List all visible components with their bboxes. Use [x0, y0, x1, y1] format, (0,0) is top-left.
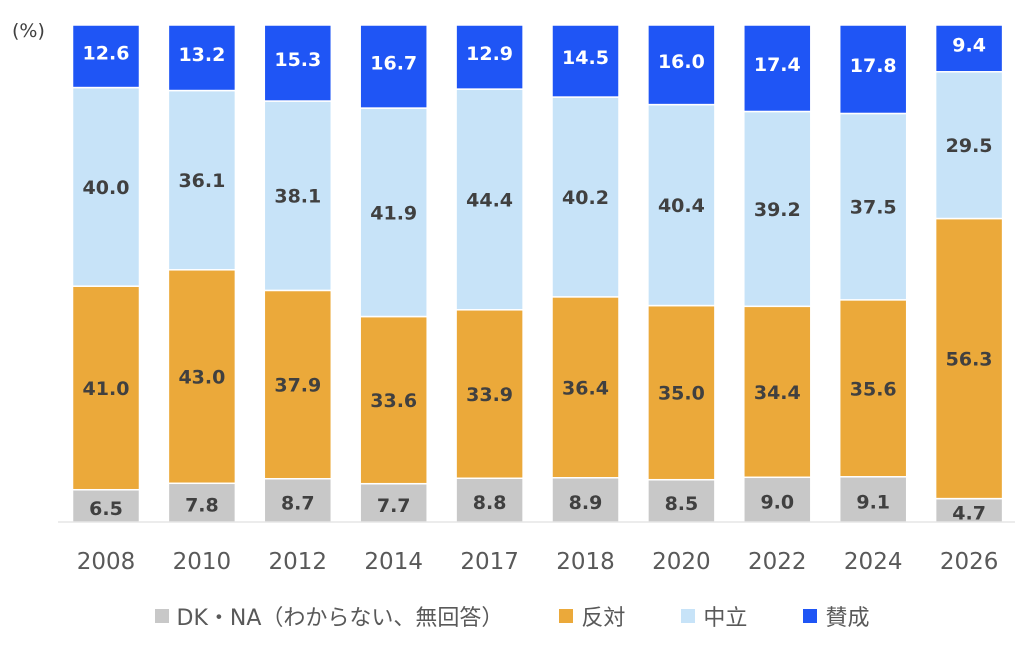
data-label-neutral-2012: 38.1	[274, 186, 321, 208]
data-label-dkna-2018: 8.9	[569, 492, 603, 514]
bar-segment-neutral-2026	[934, 71, 1004, 220]
legend-item-favor: 賛成	[803, 600, 869, 632]
data-label-neutral-2018: 40.2	[562, 187, 609, 209]
data-label-neutral-2008: 40.0	[83, 177, 130, 199]
data-label-neutral-2010: 36.1	[178, 170, 225, 192]
bar-segment-favor-2014	[359, 24, 428, 109]
data-label-opposed-2020: 35.0	[658, 383, 705, 405]
data-label-neutral-2022: 39.2	[754, 199, 801, 221]
data-label-opposed-2018: 36.4	[562, 377, 609, 399]
data-label-neutral-2024: 37.5	[850, 197, 897, 219]
x-tick-label-2017: 2017	[460, 549, 519, 575]
bar-segment-neutral-2024	[838, 112, 908, 301]
data-label-favor-2024: 17.8	[850, 55, 897, 77]
x-tick-label-2014: 2014	[364, 549, 423, 575]
legend-label-opposed: 反対	[581, 606, 626, 631]
legend-label-neutral: 中立	[703, 606, 748, 631]
x-tick-label-2022: 2022	[748, 549, 807, 575]
chart-legend: DK・NA（わからない、無回答） 反対 中立 賛成	[0, 596, 1024, 636]
data-label-dkna-2020: 8.5	[665, 493, 699, 515]
bar-segment-favor-2008	[71, 24, 141, 89]
data-label-favor-2017: 12.9	[466, 43, 513, 65]
data-label-favor-2014: 16.7	[370, 53, 417, 75]
data-label-opposed-2024: 35.6	[850, 378, 897, 400]
bar-segment-dkna-2008	[71, 488, 141, 523]
data-label-dkna-2014: 7.7	[377, 495, 411, 517]
data-label-opposed-2012: 37.9	[274, 375, 321, 397]
bar-segment-neutral-2012	[263, 100, 333, 292]
data-label-dkna-2012: 8.7	[281, 492, 315, 514]
bar-segment-neutral-2014	[359, 107, 428, 318]
data-label-opposed-2026: 56.3	[946, 349, 993, 371]
data-label-favor-2012: 15.3	[274, 49, 321, 71]
data-label-dkna-2017: 8.8	[473, 492, 507, 514]
bar-segment-favor-2022	[743, 24, 812, 113]
legend-swatch-dkna	[154, 609, 169, 623]
data-label-opposed-2010: 43.0	[178, 367, 225, 389]
bar-segment-favor-2012	[263, 24, 333, 102]
legend-label-dkna: DK・NA（わからない、無回答）	[176, 606, 504, 631]
bar-segment-opposed-2022	[743, 305, 812, 479]
legend-swatch-favor	[803, 609, 818, 623]
data-label-dkna-2022: 9.0	[760, 492, 794, 514]
bar-segment-opposed-2024	[838, 299, 908, 478]
bar-segment-dkna-2017	[455, 477, 524, 523]
data-label-favor-2022: 17.4	[754, 54, 801, 76]
x-tick-labels: 2008 2010 2012 2014 2017 2018 2020 2022 2024 2026	[77, 549, 999, 575]
bar-segment-dkna-2022	[743, 476, 812, 523]
bar-segment-opposed-2012	[263, 289, 333, 480]
bar-segment-opposed-2020	[647, 304, 716, 481]
x-tick-label-2018: 2018	[556, 549, 615, 575]
x-tick-label-2024: 2024	[844, 549, 903, 575]
bar-segment-neutral-2017	[455, 88, 524, 311]
bars-group: 6.5 41.0 40.0 12.6 7.8 43.0 36.1 13.2 8.7 37.9 38.…	[71, 24, 1004, 524]
bar-segment-favor-2017	[455, 24, 524, 90]
bar-segment-neutral-2018	[551, 96, 620, 298]
x-tick-label-2012: 2012	[269, 549, 328, 575]
x-tick-label-2008: 2008	[77, 549, 136, 575]
bar-segment-opposed-2008	[71, 285, 141, 491]
x-tick-label-2020: 2020	[652, 549, 711, 575]
x-tick-label-2026: 2026	[940, 549, 999, 575]
data-label-opposed-2008: 41.0	[83, 378, 130, 400]
data-label-favor-2026: 9.4	[952, 34, 986, 56]
stacked-bar-chart: (%) 6.5 41.0 40.0 12.6 7.8 43.0 36.1 13.2 8.7 37.…	[12, 20, 1015, 575]
bar-segment-neutral-2010	[167, 89, 237, 271]
bar-segment-favor-2024	[838, 24, 908, 115]
legend-item-dkna: DK・NA（わからない、無回答）	[154, 600, 504, 632]
bar-segment-opposed-2017	[455, 309, 524, 480]
data-label-opposed-2022: 34.4	[754, 382, 801, 404]
data-label-neutral-2014: 41.9	[370, 202, 417, 224]
legend-swatch-neutral	[681, 609, 696, 623]
data-label-opposed-2017: 33.9	[466, 384, 513, 406]
legend-label-favor: 賛成	[825, 606, 870, 631]
data-label-favor-2010: 13.2	[178, 44, 225, 66]
legend-item-opposed: 反対	[559, 600, 625, 632]
data-label-dkna-2008: 6.5	[89, 498, 123, 520]
data-label-neutral-2026: 29.5	[946, 135, 993, 157]
bar-segment-favor-2026	[934, 24, 1004, 73]
bar-segment-favor-2018	[551, 24, 620, 98]
bar-segment-favor-2020	[647, 24, 716, 106]
data-label-dkna-2024: 9.1	[856, 491, 890, 513]
bar-segment-opposed-2026	[934, 217, 1004, 500]
data-label-neutral-2017: 44.4	[466, 189, 513, 211]
data-label-dkna-2010: 7.8	[185, 495, 219, 517]
bar-segment-favor-2010	[167, 24, 237, 92]
x-tick-label-2010: 2010	[173, 549, 232, 575]
data-label-opposed-2014: 33.6	[370, 390, 417, 412]
bar-segment-neutral-2020	[647, 103, 716, 307]
data-label-dkna-2026: 4.7	[952, 502, 986, 524]
bar-segment-opposed-2010	[167, 269, 237, 485]
legend-item-neutral: 中立	[681, 600, 747, 632]
y-unit-label: (%)	[12, 20, 45, 42]
data-label-favor-2008: 12.6	[83, 42, 130, 64]
data-label-favor-2020: 16.0	[658, 51, 705, 73]
data-label-neutral-2020: 40.4	[658, 195, 705, 217]
data-label-favor-2018: 14.5	[562, 47, 609, 69]
legend-swatch-opposed	[559, 609, 574, 623]
